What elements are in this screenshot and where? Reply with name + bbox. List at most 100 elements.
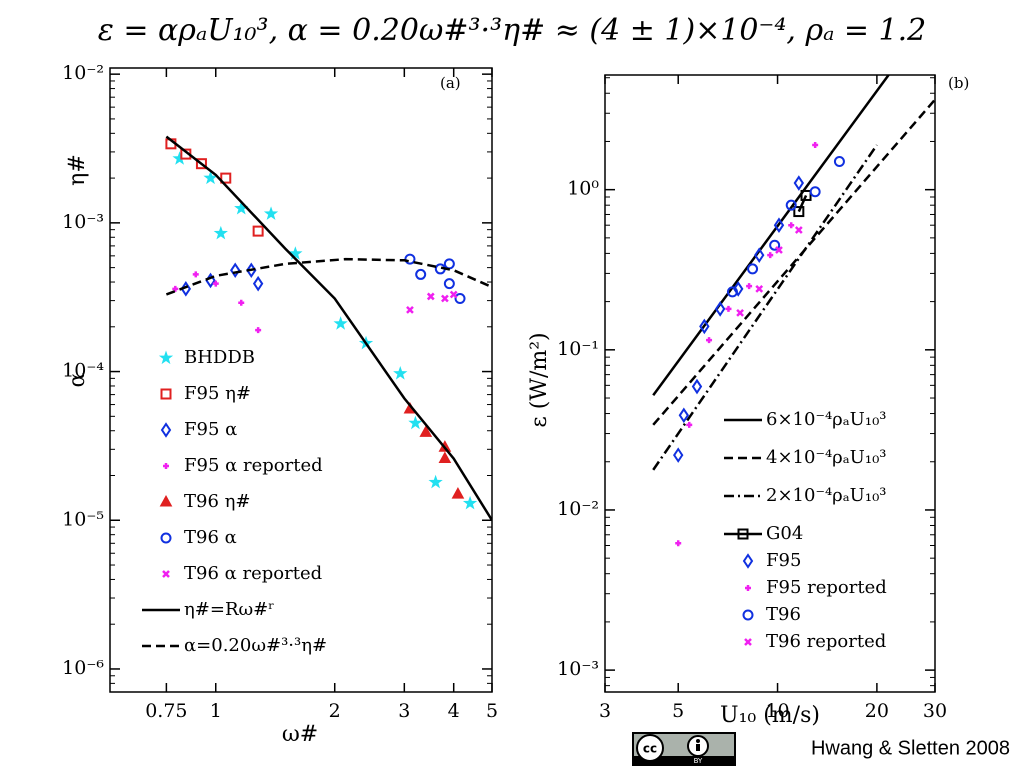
- svg-text:BY: BY: [694, 757, 703, 765]
- y-axis-label: ε (W/m²): [527, 332, 552, 427]
- marker: [769, 239, 781, 251]
- y-tick-label: 10⁻³: [557, 658, 599, 680]
- marker: [809, 186, 821, 198]
- marker: [686, 421, 693, 428]
- figure-title: ε = αρₐU₁₀³, α = 0.20ω#³·³η# ≈ (4 ± 1)×1…: [98, 13, 927, 48]
- legend-marker: [162, 570, 170, 578]
- legend-marker: [159, 494, 173, 507]
- legend-label: 2×10⁻⁴ρₐU₁₀³: [766, 485, 887, 506]
- marker: [288, 246, 303, 260]
- x-tick-label: 5: [486, 700, 498, 722]
- x-tick-label: 3: [599, 700, 611, 722]
- marker: [462, 495, 478, 510]
- marker: [220, 172, 232, 184]
- panel-label: (b): [948, 74, 969, 92]
- legend-label: T96 α: [184, 527, 237, 548]
- marker: [785, 199, 797, 211]
- marker: [172, 285, 179, 292]
- marker: [393, 366, 408, 380]
- marker: [833, 155, 845, 167]
- y-tick-label: 10⁻²: [557, 498, 599, 520]
- marker: [706, 337, 713, 344]
- plot-frame: [604, 74, 936, 693]
- x-tick-label: 20: [865, 700, 889, 722]
- marker: [449, 290, 458, 299]
- y-tick-label: 10⁻⁵: [62, 508, 104, 530]
- legend-label: BHDDB: [184, 347, 255, 368]
- legend-marker: [745, 585, 751, 591]
- series-line: [165, 135, 492, 521]
- y-axis-label-2: η#: [65, 154, 90, 186]
- legend-marker: [160, 532, 172, 544]
- y-tick-label: 10⁻¹: [557, 338, 599, 360]
- marker: [263, 206, 279, 220]
- credit: Hwang & Sletten 2008: [811, 737, 1010, 759]
- marker: [252, 275, 264, 292]
- marker: [733, 281, 744, 297]
- legend-label: F95 reported: [766, 577, 887, 598]
- legend-label: 4×10⁻⁴ρₐU₁₀³: [766, 447, 887, 468]
- marker: [428, 474, 443, 489]
- legend-marker: [742, 609, 754, 621]
- series-line: [165, 257, 492, 296]
- marker: [238, 299, 245, 306]
- marker: [773, 217, 785, 233]
- y-tick-label: 10⁻³: [62, 211, 104, 233]
- panel-label: (a): [440, 74, 461, 92]
- legend-marker: [163, 463, 169, 469]
- marker: [767, 252, 774, 259]
- marker: [812, 142, 819, 149]
- x-axis-label: U₁₀ (m/s): [720, 703, 820, 728]
- marker: [736, 309, 744, 317]
- plot-area: [652, 75, 935, 547]
- series-line: [652, 98, 935, 426]
- marker: [406, 305, 414, 314]
- marker: [699, 318, 710, 335]
- marker: [443, 258, 455, 270]
- x-tick-label: 1: [210, 700, 222, 722]
- legend-label: F95 α reported: [184, 455, 323, 476]
- legend-label: 6×10⁻⁴ρₐU₁₀³: [766, 409, 887, 430]
- marker: [673, 447, 684, 463]
- marker: [426, 292, 435, 301]
- legend-label: α=0.20ω#³·³η#: [184, 635, 327, 656]
- marker: [252, 225, 264, 237]
- marker: [726, 286, 738, 298]
- series-line: [652, 75, 890, 397]
- marker: [234, 200, 249, 215]
- legend-label: F95 α: [184, 419, 237, 440]
- x-tick-label: 0.75: [145, 700, 187, 722]
- marker: [255, 327, 262, 334]
- marker: [746, 283, 753, 290]
- legend-label: η#=Rω#ʳ: [184, 599, 275, 620]
- marker: [794, 226, 803, 234]
- marker: [404, 253, 416, 265]
- marker: [793, 175, 805, 191]
- marker: [747, 263, 759, 275]
- legend-label: T96 α reported: [184, 563, 322, 584]
- x-tick-label: 10: [765, 700, 789, 722]
- y-tick-label: 10⁻⁶: [62, 657, 104, 679]
- marker: [213, 225, 228, 240]
- y-axis-label: α: [65, 372, 90, 387]
- legend-marker: [158, 350, 174, 365]
- y-tick-label: 10⁻²: [62, 62, 104, 84]
- cc-badge: cc BY: [632, 732, 736, 766]
- marker: [443, 278, 455, 290]
- legend-label: T96: [766, 604, 801, 625]
- marker: [333, 316, 348, 330]
- legend-label: G04: [766, 523, 803, 544]
- marker: [408, 415, 423, 430]
- plot-area: [165, 135, 492, 521]
- marker: [714, 301, 726, 317]
- marker: [793, 206, 805, 218]
- marker: [419, 425, 433, 437]
- x-tick-label: 2: [329, 700, 341, 722]
- x-axis-label: ω#: [282, 722, 318, 747]
- x-tick-label: 5: [672, 700, 684, 722]
- marker: [788, 222, 795, 229]
- marker: [754, 247, 765, 263]
- y-tick-label: 10⁰: [567, 178, 599, 200]
- marker: [454, 292, 466, 304]
